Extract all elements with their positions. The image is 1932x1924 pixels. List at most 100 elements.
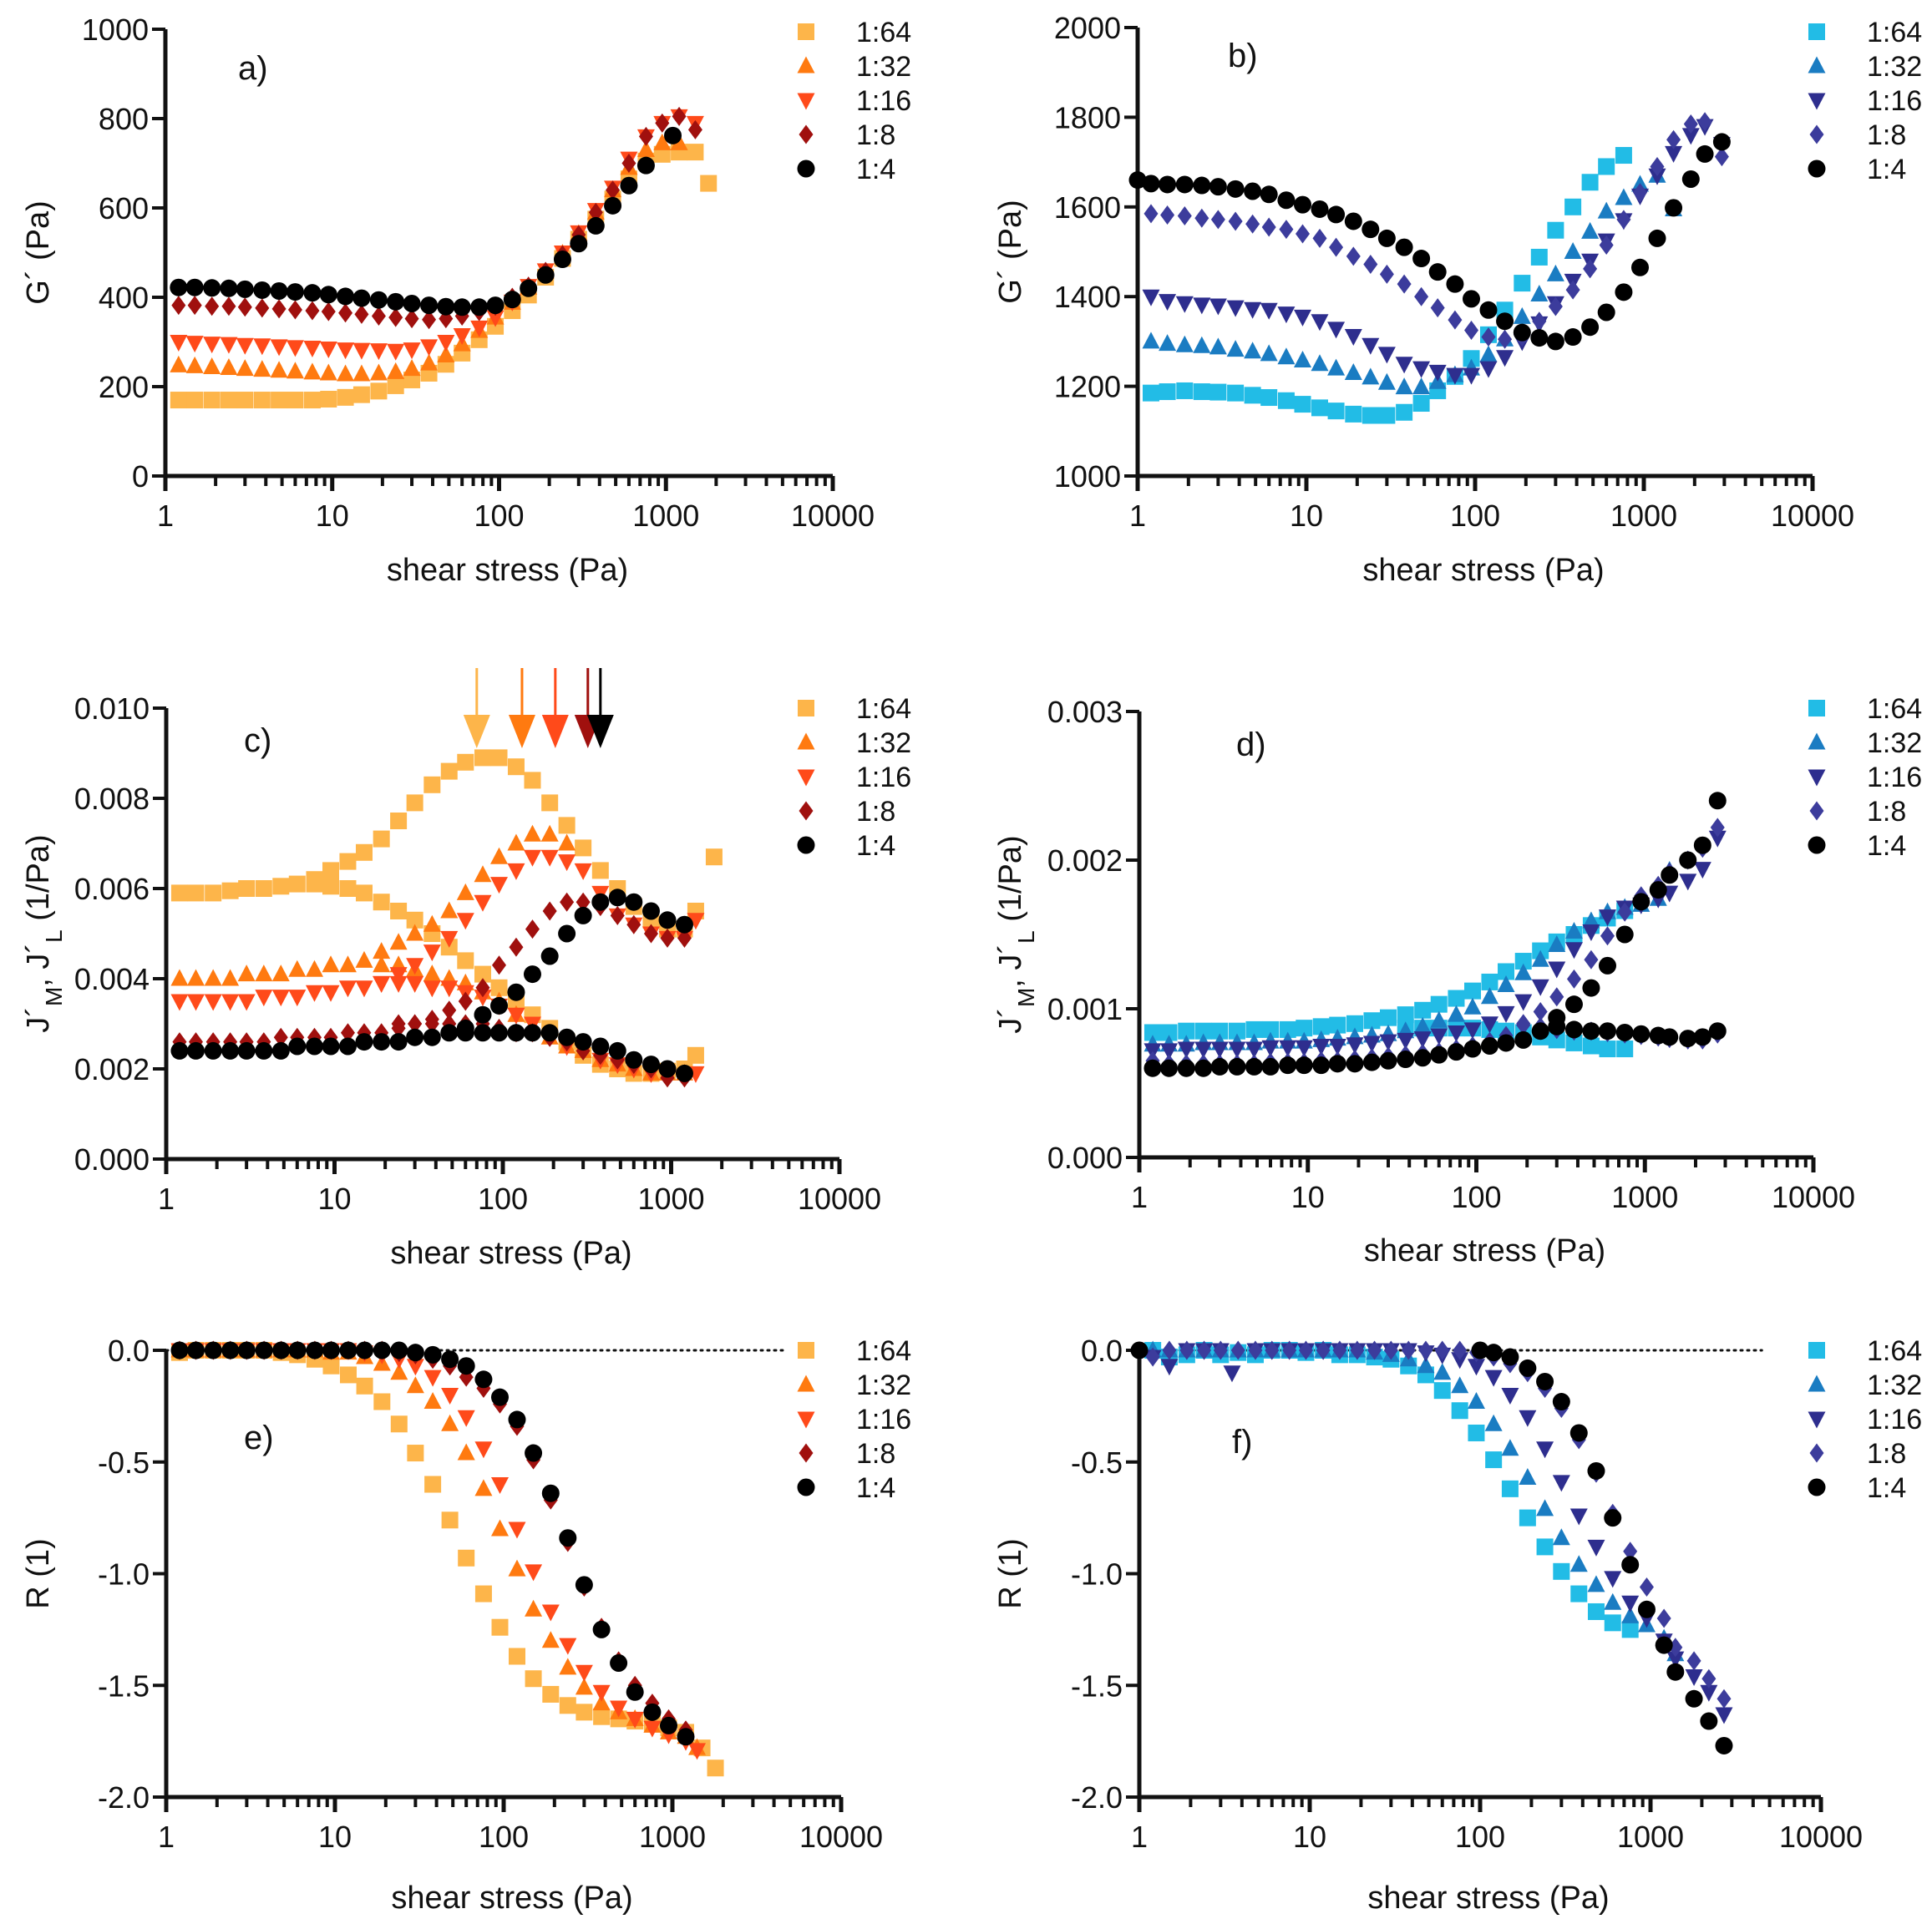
data-point bbox=[352, 364, 371, 382]
data-point bbox=[1447, 1043, 1465, 1061]
data-point bbox=[1277, 392, 1295, 409]
data-point bbox=[221, 296, 236, 316]
data-point bbox=[1710, 818, 1725, 838]
series-1-4 bbox=[170, 1341, 695, 1746]
data-point bbox=[524, 772, 541, 789]
data-point bbox=[1597, 303, 1615, 322]
data-point bbox=[204, 1341, 222, 1359]
legend-marker bbox=[1808, 1478, 1826, 1496]
data-point bbox=[1484, 1414, 1503, 1431]
data-point bbox=[1484, 1370, 1503, 1387]
legend-marker bbox=[1809, 801, 1824, 821]
data-point bbox=[1159, 383, 1176, 401]
data-point bbox=[1245, 214, 1260, 234]
data-point bbox=[559, 1697, 576, 1714]
data-point bbox=[204, 1041, 222, 1060]
legend-label: 1:64 bbox=[856, 17, 911, 48]
data-point bbox=[1480, 987, 1498, 1005]
data-point bbox=[373, 942, 391, 959]
data-point bbox=[660, 928, 675, 948]
data-point bbox=[272, 878, 290, 895]
data-point bbox=[339, 880, 357, 897]
data-point bbox=[369, 291, 388, 309]
data-point bbox=[286, 283, 304, 301]
x-tick-label: 100 bbox=[479, 1820, 529, 1854]
data-point bbox=[253, 281, 271, 299]
data-point bbox=[1565, 1034, 1583, 1051]
legend-marker bbox=[1809, 1443, 1824, 1463]
data-point bbox=[576, 1704, 593, 1721]
data-point bbox=[1362, 1035, 1381, 1053]
y-tick-label: 0.0 bbox=[108, 1334, 150, 1368]
legend-marker bbox=[797, 159, 815, 178]
data-point bbox=[474, 865, 492, 883]
legend: 1:641:321:161:81:4 bbox=[797, 1335, 911, 1504]
data-point bbox=[457, 952, 474, 970]
data-point bbox=[170, 278, 188, 296]
data-point bbox=[340, 1023, 355, 1043]
data-point bbox=[1599, 235, 1614, 255]
data-point bbox=[1413, 1016, 1432, 1034]
data-point bbox=[338, 303, 353, 323]
data-point bbox=[287, 392, 304, 409]
legend-marker bbox=[1808, 769, 1826, 787]
data-point bbox=[541, 1631, 560, 1648]
data-point bbox=[540, 1024, 559, 1042]
data-point bbox=[540, 824, 559, 842]
data-point bbox=[255, 880, 272, 897]
data-point bbox=[490, 979, 508, 996]
data-point bbox=[387, 377, 404, 394]
data-point bbox=[1260, 302, 1278, 320]
data-point bbox=[406, 924, 424, 941]
data-point bbox=[420, 353, 439, 371]
legend-label: 1:64 bbox=[1867, 1335, 1922, 1367]
data-point bbox=[1435, 1340, 1450, 1360]
legend-label: 1:8 bbox=[856, 796, 895, 828]
data-point bbox=[1615, 925, 1634, 944]
data-point bbox=[1661, 866, 1679, 884]
panel-d: 0.000 0.001 0.002 0.003 1 10 100 1000 10000 shear… bbox=[993, 693, 1922, 1268]
data-point bbox=[389, 967, 408, 985]
data-point bbox=[1260, 344, 1278, 362]
legend-marker bbox=[797, 1478, 815, 1496]
y-tick-label: 800 bbox=[99, 102, 149, 136]
data-point bbox=[1501, 1480, 1519, 1497]
data-point bbox=[1294, 350, 1312, 367]
data-point bbox=[625, 1051, 643, 1069]
data-point bbox=[1453, 1340, 1468, 1360]
data-point bbox=[474, 1024, 492, 1042]
data-point bbox=[1143, 204, 1159, 224]
data-point bbox=[320, 390, 337, 408]
data-point bbox=[626, 1683, 644, 1701]
data-point bbox=[1637, 1600, 1656, 1618]
data-point bbox=[236, 337, 254, 355]
data-point bbox=[186, 392, 204, 409]
data-point bbox=[441, 1511, 459, 1529]
x-tick-label: 100 bbox=[474, 499, 524, 533]
data-point bbox=[653, 133, 672, 150]
data-point bbox=[670, 133, 688, 150]
x-tick-label: 1 bbox=[158, 1182, 175, 1216]
data-point bbox=[664, 126, 682, 144]
data-point bbox=[705, 848, 723, 866]
data-point bbox=[1210, 1057, 1229, 1076]
data-point bbox=[404, 309, 419, 329]
legend-marker bbox=[798, 700, 814, 716]
x-tick-label: 10000 bbox=[799, 1820, 883, 1854]
y-tick-label: -1.0 bbox=[1071, 1557, 1123, 1592]
data-point bbox=[170, 884, 188, 902]
x-tick-label: 10000 bbox=[1771, 499, 1854, 533]
data-point bbox=[286, 340, 304, 357]
data-point bbox=[687, 913, 705, 930]
data-point bbox=[1496, 312, 1514, 331]
data-point bbox=[475, 978, 490, 998]
data-point bbox=[1604, 1614, 1621, 1632]
series-1-8 bbox=[171, 106, 702, 330]
data-point bbox=[1583, 259, 1598, 279]
data-point bbox=[1604, 1509, 1622, 1527]
legend: 1:641:321:161:81:4 bbox=[1808, 693, 1922, 862]
panel-f: -2.0 -1.5 -1.0 -0.5 0.0 1 10 100 1000 10000 shear … bbox=[993, 1334, 1922, 1916]
data-point bbox=[287, 300, 302, 320]
data-point bbox=[1463, 1040, 1482, 1058]
